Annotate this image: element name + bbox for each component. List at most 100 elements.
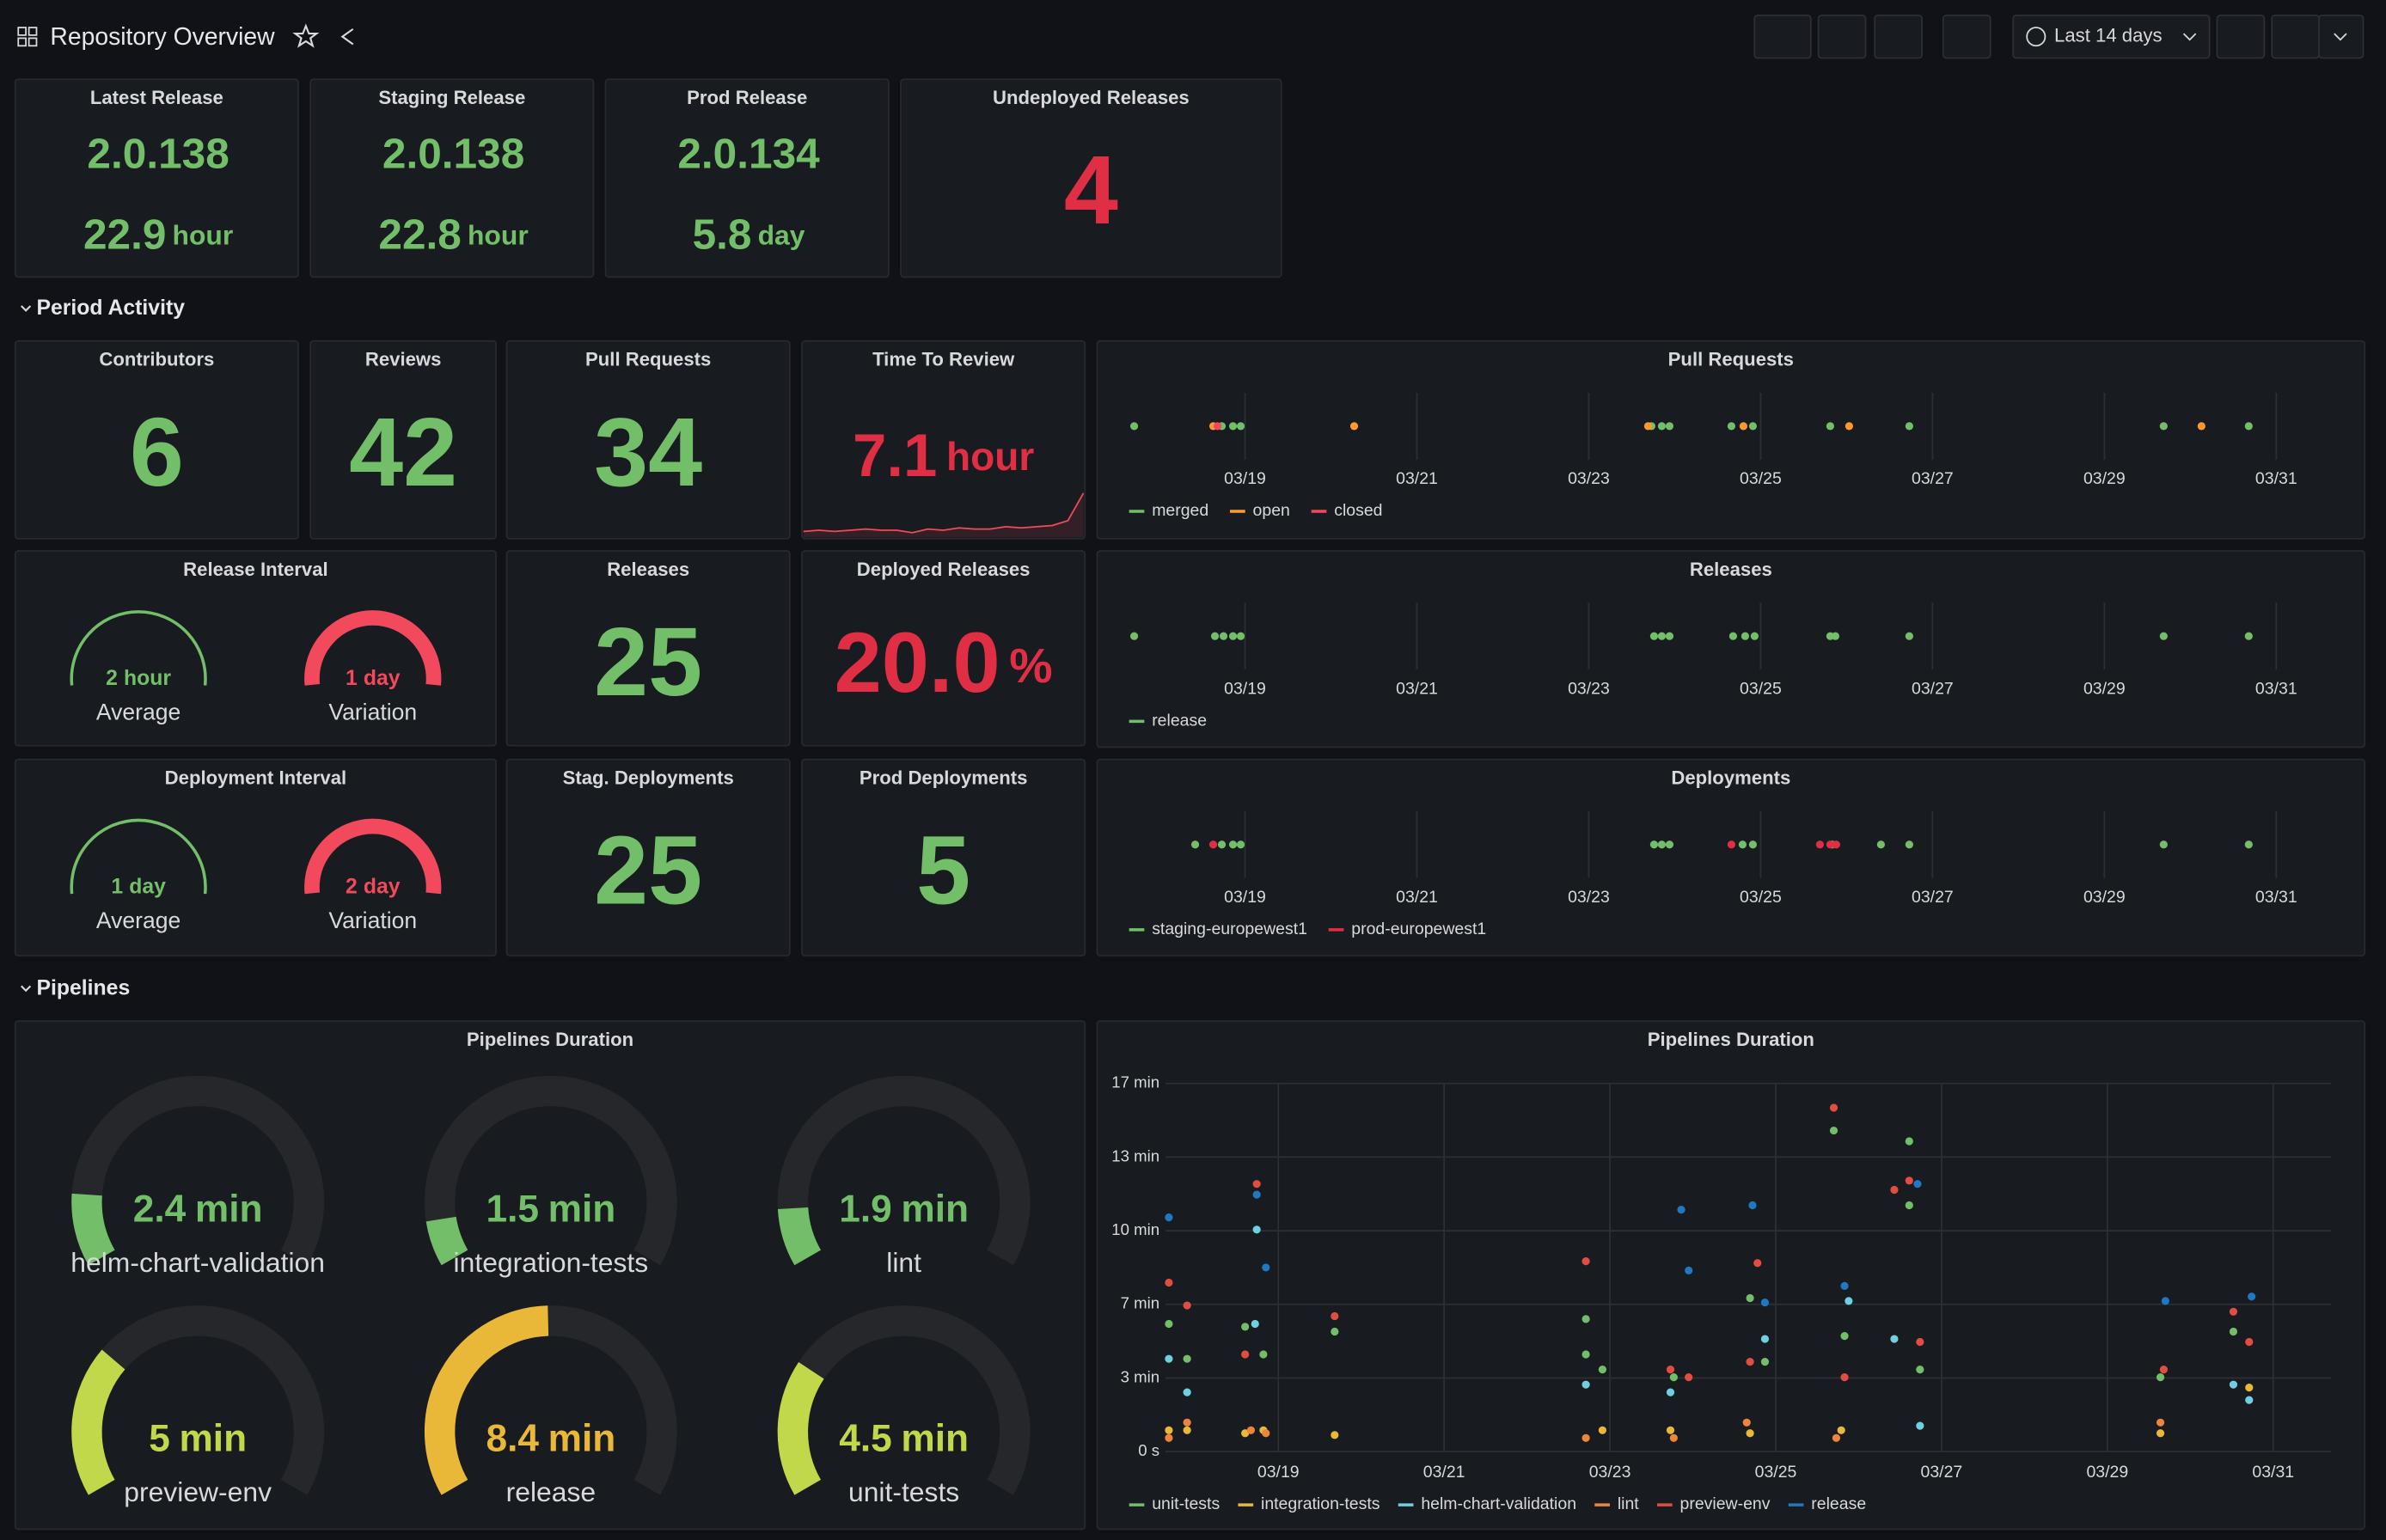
star-button[interactable] — [295, 26, 316, 46]
point — [1840, 1373, 1848, 1381]
x-tick-label: 03/25 — [1740, 888, 1782, 907]
point — [1761, 1335, 1769, 1342]
x-tick-label: 03/31 — [2255, 469, 2297, 488]
toolbar-button[interactable] — [1819, 15, 1866, 58]
unit: min — [195, 1188, 263, 1230]
event-dot — [2160, 840, 2168, 848]
section-title[interactable]: Period Activity — [36, 296, 185, 320]
gauge-label: Variation — [328, 700, 417, 725]
event-dot — [1906, 840, 1913, 848]
point — [1840, 1332, 1848, 1340]
panel-title: Deployments — [1671, 767, 1790, 788]
x-tick-label: 03/19 — [1224, 469, 1266, 488]
toolbar-button[interactable] — [2217, 15, 2264, 58]
point — [1331, 1431, 1338, 1439]
dashboard-icon[interactable] — [29, 38, 37, 46]
event-dot — [1666, 422, 1673, 430]
point — [1582, 1381, 1590, 1389]
gauge-value: 2.4min — [133, 1188, 263, 1230]
point — [1830, 1103, 1838, 1111]
x-tick-label: 03/25 — [1755, 1463, 1797, 1482]
point — [1184, 1427, 1191, 1434]
event-dot — [1906, 632, 1913, 640]
stat-value: 42 — [349, 398, 457, 507]
event-dot — [1658, 422, 1666, 430]
x-tick-label: 03/25 — [1740, 679, 1782, 698]
value: 1.5 — [486, 1188, 539, 1230]
point — [1890, 1186, 1898, 1194]
point — [1253, 1225, 1261, 1233]
gauge-fill — [793, 1208, 808, 1257]
x-tick-label: 03/31 — [2255, 679, 2297, 698]
point — [1667, 1427, 1674, 1434]
point — [1670, 1434, 1678, 1442]
event-dot — [1729, 632, 1737, 640]
legend-label: unit-tests — [1152, 1494, 1220, 1513]
stat-value: 6 — [130, 398, 184, 507]
value: 5.8 — [693, 210, 752, 258]
version: 2.0.138 — [87, 130, 229, 178]
point — [1743, 1419, 1751, 1427]
event-dot — [1728, 422, 1735, 430]
event-dot — [1751, 632, 1759, 640]
event-dot — [2160, 632, 2168, 640]
unit: day — [758, 220, 805, 251]
event-dot — [1229, 840, 1237, 848]
panel-title: Stag. Deployments — [563, 767, 734, 788]
unit: hour — [468, 220, 529, 251]
section-chevron[interactable] — [21, 986, 31, 990]
toolbar-button[interactable] — [1754, 15, 1811, 58]
point — [1906, 1201, 1913, 1209]
x-tick-label: 03/21 — [1396, 469, 1438, 488]
event-dot — [1658, 632, 1666, 640]
legend-label: preview-env — [1680, 1494, 1771, 1513]
event-dot — [1749, 840, 1757, 848]
value: 4.5 — [839, 1417, 892, 1459]
toolbar-button[interactable] — [2319, 15, 2363, 58]
value: 5 — [149, 1417, 170, 1459]
gauge-label: Variation — [328, 908, 417, 933]
event-dot — [1191, 840, 1199, 848]
panel-title: Reviews — [365, 349, 442, 370]
point — [1746, 1429, 1753, 1437]
event-dot — [1666, 840, 1673, 848]
panel-title: Undeployed Releases — [993, 87, 1190, 108]
point — [2230, 1381, 2237, 1389]
legend-label: open — [1253, 501, 1290, 520]
event-dot — [1130, 632, 1138, 640]
unit: % — [1009, 639, 1052, 694]
unit: hour — [946, 434, 1034, 479]
point — [1253, 1180, 1261, 1188]
dashboard-icon[interactable] — [18, 38, 26, 46]
section-chevron[interactable] — [21, 306, 31, 310]
point — [1241, 1350, 1249, 1358]
share-button[interactable] — [342, 29, 352, 45]
gauge-value: 8.4min — [486, 1417, 615, 1459]
toolbar-button[interactable] — [1943, 15, 1991, 58]
point — [2248, 1292, 2255, 1300]
panel-title: Staging Release — [378, 87, 525, 108]
event-dot — [1739, 840, 1747, 848]
point — [2157, 1419, 2164, 1427]
gauge-value: 2day — [346, 875, 401, 898]
unit: min — [548, 1417, 616, 1459]
panel-title: Release Interval — [183, 559, 327, 580]
gauge-value: 1.5min — [486, 1188, 615, 1230]
event-dot — [2245, 422, 2253, 430]
point — [2157, 1429, 2164, 1437]
y-tick-label: 10 min — [1111, 1220, 1159, 1238]
point — [1667, 1366, 1674, 1373]
dashboard-icon[interactable] — [18, 28, 26, 35]
event-dot — [1741, 632, 1749, 640]
unit: day — [129, 875, 166, 898]
section-title[interactable]: Pipelines — [36, 976, 130, 999]
y-tick-label: 7 min — [1121, 1294, 1159, 1312]
dashboard-icon[interactable] — [29, 28, 37, 35]
value: 2.4 — [133, 1188, 187, 1230]
x-tick-label: 03/27 — [1912, 888, 1954, 907]
event-dot — [2245, 632, 2253, 640]
toolbar-button[interactable] — [1875, 15, 1922, 58]
point — [1916, 1366, 1924, 1373]
toolbar-button[interactable] — [2272, 15, 2319, 58]
